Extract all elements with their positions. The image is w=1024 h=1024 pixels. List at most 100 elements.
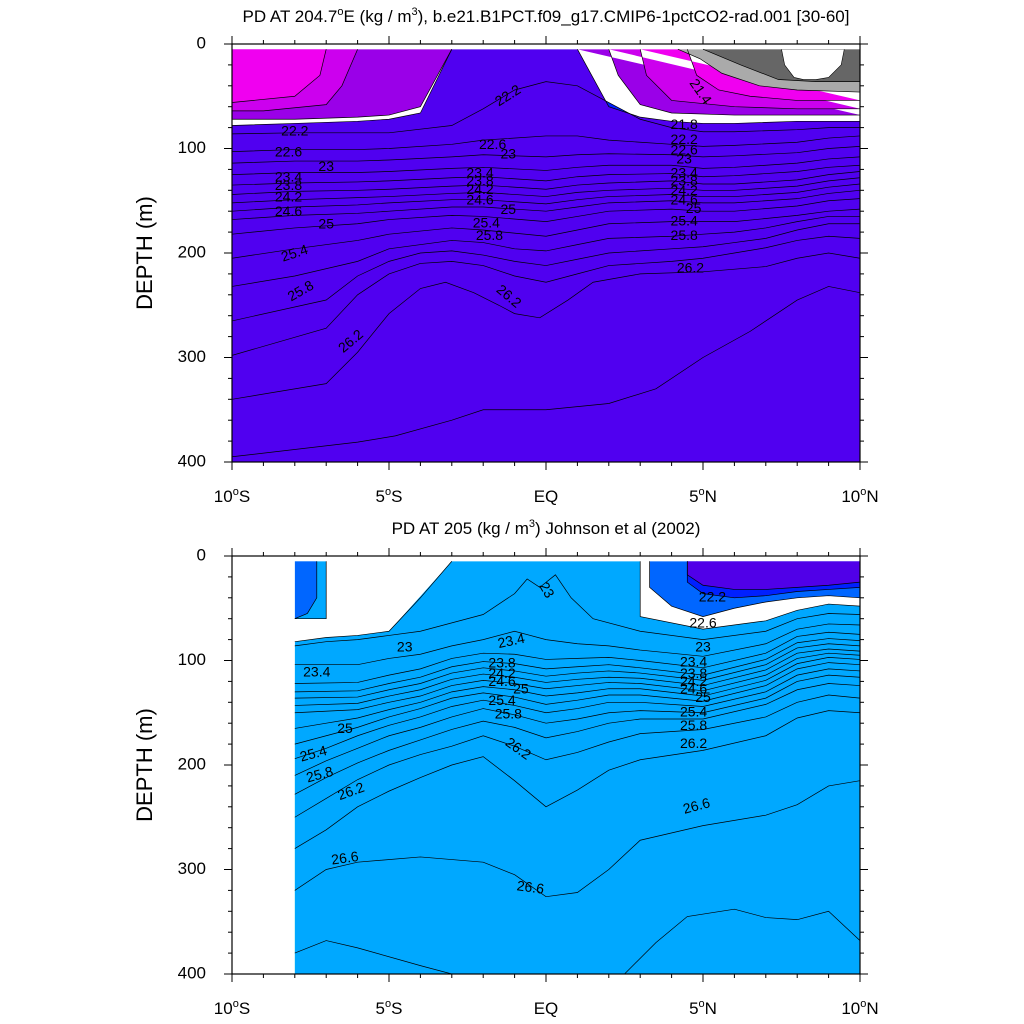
- contour-line: [232, 189, 860, 220]
- contour-label: 23.4: [275, 168, 302, 184]
- chart-title: PD AT 205 (kg / m3) Johnson et al (2002): [392, 518, 701, 538]
- contour-line: [702, 48, 860, 82]
- contour-line: [577, 49, 860, 124]
- x-tick-label: EQ: [534, 487, 559, 506]
- contour-line: [686, 49, 860, 101]
- contour-label: 23.4: [303, 664, 330, 680]
- contour-label: 24.2: [275, 188, 302, 204]
- contour-line: [294, 710, 860, 849]
- contour-line: [232, 135, 860, 152]
- contour-label: 22.2: [671, 131, 698, 147]
- contour-line: [677, 48, 860, 93]
- contour-line: [294, 668, 860, 760]
- contour-line: [294, 631, 860, 684]
- y-axis-label: DEPTH (m): [132, 196, 157, 310]
- contour-label: 23.8: [671, 173, 698, 189]
- contour-label: 24.2: [671, 182, 698, 198]
- contour-label: 22.2: [699, 589, 726, 605]
- contour-line: [686, 561, 860, 599]
- contour-label: 23.8: [275, 177, 302, 193]
- contour-label: 24.6: [488, 673, 515, 689]
- contour-fill-band: [294, 561, 317, 619]
- chart-title: PD AT 204.7oE (kg / m3), b.e21.B1PCT.f09…: [243, 6, 850, 26]
- contour-line: [686, 561, 860, 590]
- y-axis: 0 100 200 300 400: [178, 545, 868, 982]
- contour-label: 25.8: [304, 763, 335, 786]
- contour-label: 25.4: [680, 703, 707, 719]
- x-tick-label: 5oN: [689, 998, 717, 1018]
- y-axis: 0 100 200 300 400: [178, 33, 868, 470]
- contour-label: 23.8: [680, 665, 707, 681]
- contour-line: [232, 49, 327, 103]
- y-tick-label: 300: [178, 859, 206, 878]
- x-tick-label: EQ: [534, 999, 559, 1018]
- contour-line: [232, 81, 860, 135]
- no-data-region: [232, 556, 295, 974]
- contour-label: 25.4: [473, 214, 500, 230]
- x-tick-label: 10oS: [214, 998, 250, 1018]
- contour-label: 26.2: [680, 735, 707, 751]
- contour-label: 24.2: [680, 673, 707, 689]
- contour-line: [294, 574, 860, 647]
- y-tick-label: 300: [178, 347, 206, 366]
- masked-region: [781, 48, 845, 80]
- contour-label: 25: [318, 215, 334, 231]
- contour-line: [294, 652, 860, 714]
- contour-fill-band: [608, 49, 860, 109]
- contour-label: 25.8: [680, 717, 707, 733]
- contour-line: [294, 780, 860, 898]
- contour-line: [294, 648, 860, 706]
- contour-label: 23.4: [466, 164, 493, 180]
- contour-label: 22.6: [479, 136, 506, 152]
- contour-label: 25: [501, 201, 517, 217]
- contour-label: 22.6: [671, 141, 698, 157]
- contour-line: [232, 216, 860, 287]
- contour-line: [639, 49, 860, 110]
- x-tick-label: 5oN: [689, 486, 717, 506]
- contour-label: 23: [695, 639, 711, 655]
- contour-label: 23.8: [466, 173, 493, 189]
- contour-line: [232, 252, 860, 400]
- contour-label: 26.6: [681, 794, 712, 817]
- x-tick-label: 5oS: [376, 486, 403, 506]
- contour-label: 23: [397, 639, 413, 655]
- contour-line: [232, 223, 860, 322]
- contour-label: 26.2: [677, 259, 704, 275]
- y-axis-label: DEPTH (m): [132, 708, 157, 822]
- contour-label: 22.6: [275, 143, 302, 159]
- y-tick-label: 0: [197, 33, 206, 52]
- contour-label: 23: [536, 579, 558, 601]
- x-tick-label: 10oN: [841, 486, 878, 506]
- contour-line: [294, 683, 860, 795]
- contour-line: [294, 560, 453, 643]
- plot-area: 22.222.222.62323.423.824.224.62525.425.8…: [232, 44, 860, 462]
- contour-label: 22.6: [689, 615, 716, 631]
- contour-label: 21.8: [671, 116, 698, 132]
- x-tick-label: 5oS: [376, 998, 403, 1018]
- y-tick-label: 200: [178, 754, 206, 773]
- contour-label: 23: [318, 158, 334, 174]
- contour-line: [232, 286, 860, 458]
- contour-line: [294, 561, 318, 620]
- contour-line: [232, 208, 860, 259]
- contour-line: [294, 657, 860, 729]
- x-axis: 10oS 5oS EQ 5oN 10oN: [214, 548, 879, 1018]
- contour-line: [232, 198, 860, 235]
- y-tick-label: 100: [178, 650, 206, 669]
- contour-label: 24.6: [671, 191, 698, 207]
- contour-line: [232, 49, 358, 112]
- contour-line: [294, 561, 327, 620]
- surface-gap: [232, 556, 860, 562]
- contour-line: [294, 623, 860, 666]
- y-tick-label: 0: [197, 545, 206, 564]
- contour-label: 25.4: [488, 692, 515, 708]
- contour-label: 23: [501, 145, 517, 161]
- contour-line: [232, 146, 860, 164]
- contour-line: [624, 908, 860, 974]
- contour-line: [294, 643, 860, 699]
- contour-label: 23: [676, 151, 692, 167]
- contour-label: 25.8: [476, 227, 503, 243]
- contour-label: 25: [695, 689, 711, 705]
